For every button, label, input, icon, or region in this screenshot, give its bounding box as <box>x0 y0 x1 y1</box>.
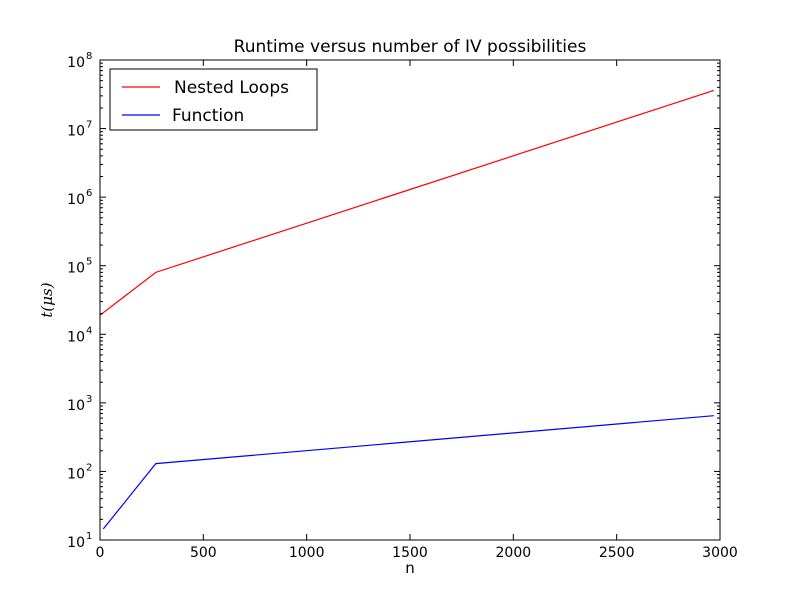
y-tick-label-base: 10 <box>67 329 85 345</box>
y-tick-label-exponent: 8 <box>86 51 92 62</box>
y-tick-label-base: 10 <box>67 535 85 551</box>
y-tick-label-exponent: 5 <box>86 257 92 268</box>
y-tick-label-base: 10 <box>67 398 85 414</box>
x-tick-label: 2000 <box>496 545 532 561</box>
x-tick-label: 1500 <box>392 545 428 561</box>
y-tick-label-base: 10 <box>67 466 85 482</box>
y-tick-label-exponent: 6 <box>86 188 92 199</box>
x-tick-label: 3000 <box>702 545 738 561</box>
x-tick-label: 0 <box>96 545 105 561</box>
legend-box <box>109 68 318 131</box>
series-layer <box>99 89 714 530</box>
series-line-nested-loops <box>99 89 714 316</box>
chart-title: Runtime versus number of IV possibilitie… <box>234 37 587 57</box>
y-tick-label-exponent: 7 <box>86 120 92 131</box>
legend: Nested Loops Function <box>109 68 318 131</box>
x-tick-label: 1000 <box>289 545 325 561</box>
plot-frame <box>99 59 721 541</box>
x-tick-label: 500 <box>190 545 217 561</box>
y-axis-label: t(μs) <box>38 282 56 317</box>
x-axis-label: n <box>405 559 415 577</box>
y-tick-label-exponent: 2 <box>86 462 92 473</box>
y-tick-label-base: 10 <box>67 124 85 140</box>
y-tick-label-base: 10 <box>67 261 85 277</box>
y-tick-label-exponent: 3 <box>86 394 92 405</box>
legend-label-function: Function <box>172 106 244 126</box>
y-tick-label-exponent: 1 <box>86 531 92 542</box>
x-tick-label: 2500 <box>599 545 635 561</box>
y-tick-label-exponent: 4 <box>86 325 92 336</box>
plot-area <box>100 60 720 540</box>
series-line-function <box>102 415 714 530</box>
x-tick-labels: 0 500 1000 1500 2000 2500 3000 <box>96 545 738 561</box>
y-tick-label-base: 10 <box>67 192 85 208</box>
y-tick-label-base: 10 <box>67 55 85 71</box>
legend-label-nested-loops: Nested Loops <box>174 78 289 98</box>
